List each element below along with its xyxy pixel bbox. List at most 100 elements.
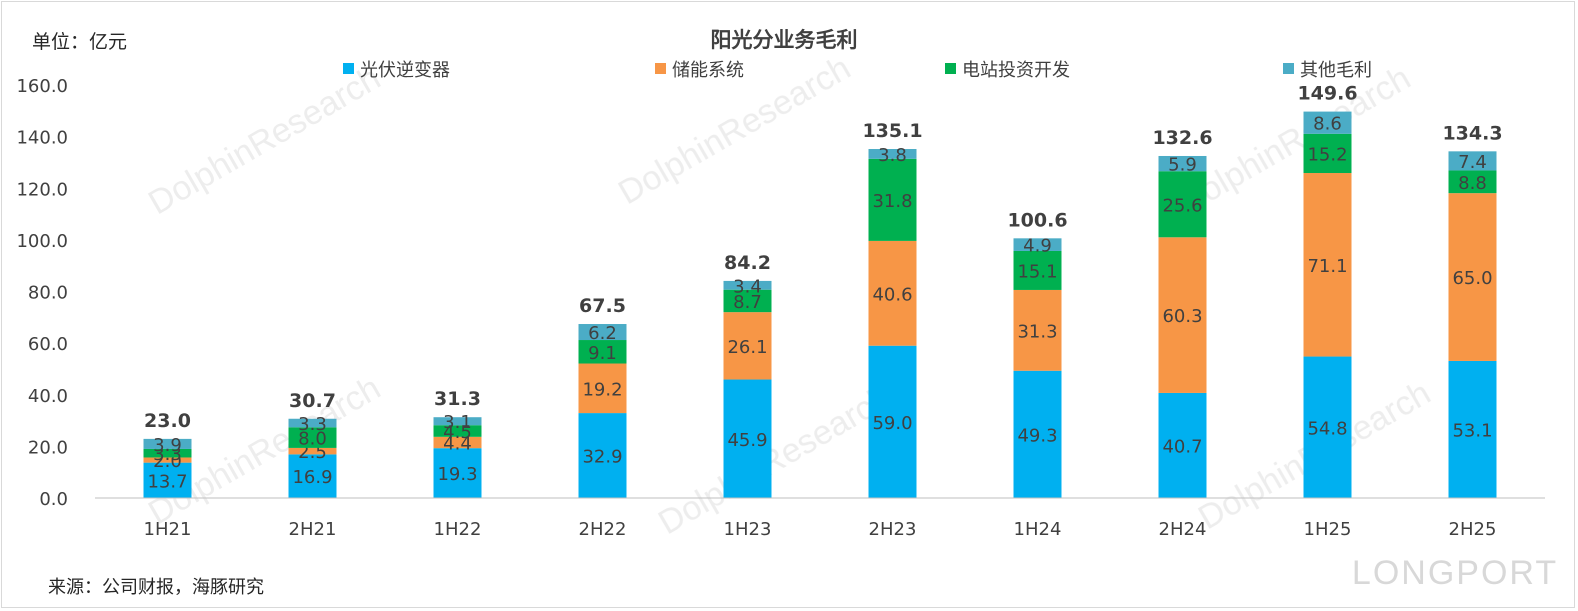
bar-segment [288, 418, 337, 428]
segment-value-label: 65.0 [1452, 268, 1492, 289]
bar-segment [868, 158, 917, 241]
y-tick-label: 20.0 [28, 437, 68, 458]
x-tick-label: 1H25 [1304, 519, 1352, 540]
bar-segment [143, 457, 192, 463]
watermark-text: DolphinResearch [652, 379, 897, 542]
y-tick-label: 160.0 [16, 76, 68, 97]
x-tick-label: 1H23 [724, 519, 772, 540]
chart-title: 阳光分业务毛利 [711, 28, 858, 52]
segment-value-label: 9.1 [588, 343, 617, 364]
segment-value-label: 16.9 [292, 467, 332, 488]
legend-label: 其他毛利 [1300, 60, 1372, 81]
bar-segment [143, 462, 192, 498]
bar-segment [433, 448, 482, 498]
segment-value-label: 54.8 [1307, 418, 1347, 439]
segment-value-label: 31.3 [1017, 321, 1057, 342]
segment-value-label: 19.2 [582, 379, 622, 400]
bar-segment [433, 436, 482, 449]
segment-value-label: 8.6 [1313, 114, 1342, 135]
bar-segment [288, 427, 337, 448]
segment-value-label: 59.0 [872, 413, 912, 434]
x-tick-label: 1H24 [1014, 519, 1062, 540]
total-value-label: 84.2 [724, 252, 771, 274]
segment-value-label: 6.2 [588, 323, 617, 344]
bar-segment [1303, 173, 1352, 357]
bar-segment [288, 454, 337, 498]
segment-value-label: 45.9 [727, 430, 767, 451]
bar-segment [1158, 237, 1207, 393]
segment-value-label: 49.3 [1017, 425, 1057, 446]
legend: 光伏逆变器 储能系统 电站投资开发 其他毛利 [343, 60, 1372, 81]
total-value-label: 30.7 [289, 390, 336, 412]
bar-segment [1013, 250, 1062, 290]
segment-value-label: 4.4 [443, 434, 472, 455]
bar-segment [143, 438, 192, 449]
segment-value-label: 13.7 [147, 471, 187, 492]
bar-segment [143, 448, 192, 458]
total-value-label: 132.6 [1152, 127, 1212, 149]
segment-value-label: 19.3 [437, 464, 477, 485]
watermark-text: DolphinResearch [142, 59, 387, 222]
segment-value-label: 3.3 [153, 444, 182, 465]
bars: 13.72.03.33.923.016.92.58.03.330.719.34.… [143, 83, 1503, 498]
segment-value-label: 40.7 [1162, 436, 1202, 457]
bar-segment [1013, 289, 1062, 371]
segment-value-label: 8.0 [298, 429, 327, 450]
brand-watermark: LONGPORT [1352, 554, 1558, 592]
x-tick-label: 2H25 [1449, 519, 1497, 540]
segment-value-label: 3.3 [298, 414, 327, 435]
bar-segment [1158, 155, 1207, 172]
bar-segment [1158, 171, 1207, 238]
segment-value-label: 4.9 [1023, 236, 1052, 257]
segment-value-label: 5.9 [1168, 155, 1197, 176]
segment-value-label: 25.6 [1162, 195, 1202, 216]
y-tick-label: 100.0 [16, 231, 68, 252]
bar-segment [578, 363, 627, 414]
bar-segment [288, 447, 337, 455]
segment-value-label: 4.5 [443, 422, 472, 443]
total-value-label: 31.3 [434, 388, 481, 410]
bar-segment [1448, 151, 1497, 171]
bar-segment [1448, 193, 1497, 361]
x-tick-label: 2H22 [579, 519, 627, 540]
y-tick-label: 140.0 [16, 128, 68, 149]
segment-value-label: 8.8 [1458, 173, 1487, 194]
bar-segment [1448, 170, 1497, 194]
x-tick-label: 2H21 [289, 519, 337, 540]
bar-segment [723, 289, 772, 313]
total-value-label: 23.0 [144, 410, 191, 432]
total-value-label: 149.6 [1297, 83, 1357, 105]
segment-value-label: 3.9 [153, 435, 182, 456]
bar-segment [723, 379, 772, 498]
legend-swatch [1283, 63, 1294, 74]
legend-label: 电站投资开发 [962, 60, 1070, 81]
legend-swatch [655, 63, 666, 74]
legend-label: 光伏逆变器 [360, 60, 450, 81]
bar-segment [723, 312, 772, 380]
y-axis: 0.0 20.0 40.0 60.0 80.0 100.0 120.0 140.0 160.0 [16, 76, 68, 510]
y-tick-label: 40.0 [28, 386, 68, 407]
segment-value-label: 15.1 [1017, 261, 1057, 282]
y-tick-label: 60.0 [28, 334, 68, 355]
segment-value-label: 3.8 [878, 145, 907, 166]
bar-segment [868, 240, 917, 346]
x-tick-label: 2H24 [1159, 519, 1207, 540]
segment-value-label: 15.2 [1307, 144, 1347, 165]
y-tick-label: 120.0 [16, 179, 68, 200]
segment-value-label: 53.1 [1452, 420, 1492, 441]
y-tick-label: 0.0 [39, 489, 68, 510]
legend-label: 储能系统 [672, 60, 744, 81]
x-axis: 1H21 2H21 1H22 2H22 1H23 2H23 1H24 2H24 1H25 2H25 [95, 497, 1545, 540]
bar-segment [1303, 356, 1352, 498]
total-value-label: 135.1 [862, 120, 922, 142]
x-tick-label: 1H21 [144, 519, 192, 540]
bar-segment [1303, 111, 1352, 134]
bar-segment [433, 425, 482, 437]
segment-value-label: 3.4 [733, 276, 762, 297]
bar-segment [578, 324, 627, 341]
segment-value-label: 40.6 [872, 284, 912, 305]
bar-segment [868, 345, 917, 498]
segment-value-label: 60.3 [1162, 306, 1202, 327]
total-value-label: 67.5 [579, 295, 626, 317]
